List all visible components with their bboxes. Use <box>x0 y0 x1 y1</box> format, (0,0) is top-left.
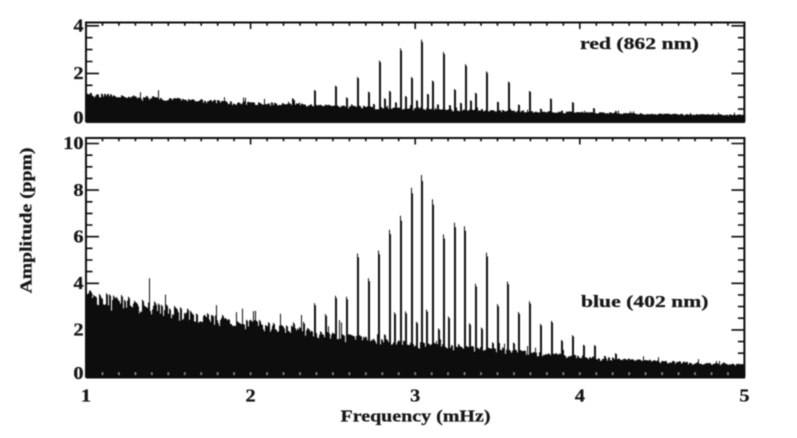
svg-text:4: 4 <box>73 17 84 36</box>
svg-text:Frequency (mHz): Frequency (mHz) <box>340 407 490 426</box>
svg-text:8: 8 <box>73 181 83 200</box>
svg-text:0: 0 <box>73 364 83 383</box>
svg-text:Amplitude (ppm): Amplitude (ppm) <box>17 148 36 294</box>
svg-text:5: 5 <box>739 387 749 406</box>
svg-text:0: 0 <box>73 109 83 128</box>
svg-text:red (862 nm): red (862 nm) <box>580 35 699 53</box>
svg-text:2: 2 <box>73 64 83 83</box>
svg-text:10: 10 <box>63 134 83 153</box>
svg-text:2: 2 <box>246 387 256 406</box>
svg-text:2: 2 <box>73 321 83 340</box>
svg-text:1: 1 <box>81 387 91 406</box>
svg-text:6: 6 <box>73 228 83 247</box>
svg-text:3: 3 <box>410 387 420 406</box>
svg-text:blue (402 nm): blue (402 nm) <box>581 293 708 311</box>
svg-text:4: 4 <box>575 387 586 406</box>
svg-text:4: 4 <box>73 274 84 293</box>
